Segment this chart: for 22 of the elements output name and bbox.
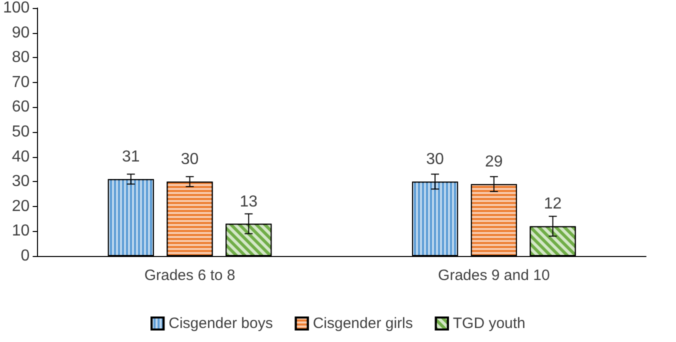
data-label: 12 <box>544 196 562 213</box>
y-tick-label: 80 <box>12 49 30 66</box>
y-tick-label: 40 <box>12 148 30 166</box>
y-tick-label: 50 <box>12 124 30 140</box>
legend-label: Cisgender boys <box>168 315 273 332</box>
data-label: 13 <box>240 193 258 210</box>
y-tick-label: 20 <box>12 198 30 215</box>
data-label: 30 <box>426 151 444 168</box>
legend-label: Cisgender girls <box>312 315 413 332</box>
y-tick-label: 70 <box>12 74 30 91</box>
y-tick-label: 100 <box>2 0 30 16</box>
x-tick-label: Grades 6 to 8 <box>144 267 236 284</box>
y-tick-label: 60 <box>12 98 30 116</box>
data-label: 30 <box>180 151 199 168</box>
y-tick-label: 10 <box>12 222 30 240</box>
y-tick-label: 90 <box>12 24 30 42</box>
x-tick-label: Grades 9 and 10 <box>438 267 550 284</box>
legend-label: TGD youth <box>452 315 526 332</box>
y-tick-label: 0 <box>20 248 30 264</box>
data-label: 29 <box>485 154 503 171</box>
y-tick-label: 30 <box>12 173 30 190</box>
data-label: 31 <box>122 148 140 166</box>
